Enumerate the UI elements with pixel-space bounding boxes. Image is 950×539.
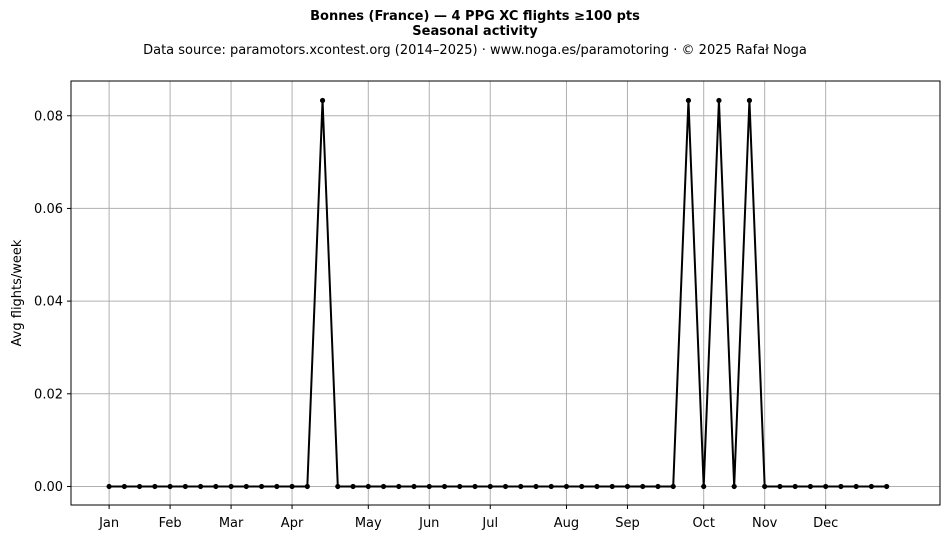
data-point — [365, 483, 371, 490]
data-source-line: Data source: paramotors.xcontest.org (20… — [143, 43, 807, 58]
data-point — [624, 483, 631, 490]
data-point — [106, 483, 112, 490]
data-point — [411, 483, 417, 490]
x-tick-label: Aug — [554, 516, 579, 531]
data-point — [670, 483, 676, 490]
data-point — [563, 483, 570, 490]
data-point — [853, 483, 859, 490]
x-tick-label: Mar — [219, 516, 244, 531]
data-point — [441, 483, 448, 490]
y-tick-label: 0.04 — [34, 295, 63, 310]
series-line — [109, 100, 887, 488]
data-point — [319, 97, 326, 104]
data-point — [152, 483, 158, 490]
axis-ticks: Jan Feb Mar Apr May Jun Jul Aug Sep Oct Nov Dec 0.00… — [34, 109, 838, 531]
data-point — [533, 483, 539, 490]
data-point — [121, 483, 127, 490]
data-point — [380, 483, 387, 490]
data-point — [868, 483, 874, 490]
x-tick-label: Dec — [813, 516, 838, 531]
data-point — [167, 483, 173, 490]
data-point — [685, 97, 692, 104]
data-point — [701, 483, 707, 490]
data-point — [792, 483, 798, 490]
chart-title: Bonnes (France) — 4 PPG XC flights ≥100 … — [310, 9, 640, 24]
data-point — [655, 483, 661, 490]
data-point — [762, 483, 768, 490]
x-tick-label: Jan — [98, 516, 119, 531]
data-point — [746, 97, 753, 104]
data-point — [213, 483, 219, 490]
chart-title-block: Bonnes (France) — 4 PPG XC flights ≥100 … — [0, 9, 950, 59]
data-point — [457, 483, 463, 490]
data-point — [838, 483, 844, 490]
x-tick-label: Feb — [159, 516, 182, 531]
x-tick-label: Jun — [418, 516, 439, 531]
data-point — [640, 483, 646, 490]
y-axis-label: Avg flights/week — [10, 239, 25, 346]
data-point — [426, 483, 432, 490]
data-point — [137, 483, 143, 490]
data-point — [350, 483, 356, 490]
data-point — [304, 483, 310, 490]
y-tick-label: 0.08 — [34, 109, 63, 124]
series-layer — [106, 97, 890, 490]
chart-subtitle: Seasonal activity — [412, 24, 538, 39]
data-point — [548, 483, 554, 490]
x-tick-label: Jul — [481, 516, 498, 531]
data-point — [396, 483, 402, 490]
x-tick-label: Oct — [692, 516, 714, 531]
data-point — [243, 483, 249, 490]
y-tick-label: 0.06 — [34, 202, 63, 217]
x-tick-label: Apr — [281, 516, 304, 531]
data-point — [487, 483, 493, 490]
data-point — [777, 483, 783, 490]
x-tick-label: Sep — [615, 516, 640, 531]
data-point — [502, 483, 509, 490]
data-point — [716, 97, 722, 104]
data-point — [258, 483, 265, 490]
data-point — [182, 483, 188, 490]
data-point — [335, 483, 341, 490]
data-point — [197, 483, 204, 490]
plot-frame — [70, 80, 941, 506]
data-point — [609, 483, 615, 490]
data-point — [823, 483, 829, 490]
data-point — [274, 483, 280, 490]
x-tick-label: Nov — [752, 516, 778, 531]
data-point — [807, 483, 814, 490]
data-point — [579, 483, 585, 490]
data-point — [884, 483, 890, 490]
x-tick-label: May — [355, 516, 382, 531]
y-tick-label: 0.02 — [34, 387, 63, 402]
data-point — [472, 483, 478, 490]
data-point — [594, 483, 600, 490]
grid — [71, 81, 940, 505]
data-point — [289, 483, 295, 490]
y-tick-label: 0.00 — [34, 480, 63, 495]
data-point — [228, 483, 234, 490]
data-point — [518, 483, 524, 490]
data-point — [731, 483, 737, 490]
